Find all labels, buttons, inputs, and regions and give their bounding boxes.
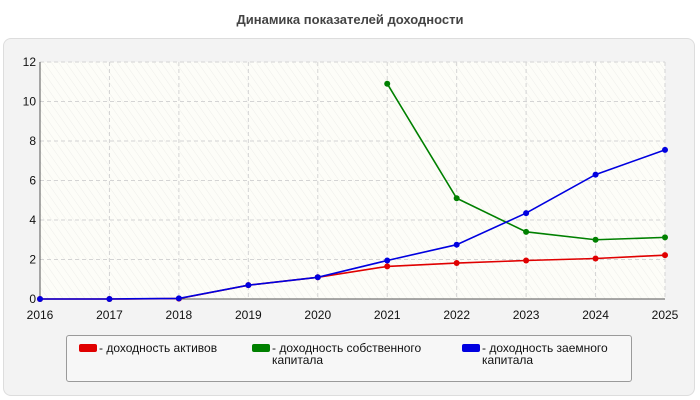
- series-point-1: [453, 195, 460, 202]
- x-tick-label: 2025: [652, 308, 679, 322]
- x-tick-label: 2022: [443, 308, 470, 322]
- legend-label-equity: - доходность собственного капитала: [272, 341, 422, 367]
- legend-swatch-equity: [252, 344, 270, 352]
- x-tick-label: 2021: [374, 308, 401, 322]
- legend-swatch-debt: [462, 344, 480, 352]
- series-point-2: [37, 296, 43, 302]
- x-tick-label: 2020: [304, 308, 331, 322]
- y-tick-label: 6: [29, 174, 36, 188]
- x-tick-label: 2017: [96, 308, 123, 322]
- chart-title: Динамика показателей доходности: [236, 12, 464, 27]
- series-point-2: [523, 210, 530, 217]
- y-tick-label: 2: [29, 253, 36, 267]
- chart-legend: - доходность активов - доходность собств…: [66, 335, 632, 382]
- x-tick-label: 2016: [27, 308, 54, 322]
- series-point-0: [662, 252, 668, 259]
- series-point-2: [175, 295, 182, 302]
- series-point-2: [314, 274, 321, 281]
- series-line-2: [40, 149, 666, 300]
- x-tick-label: 2024: [582, 308, 609, 322]
- series-point-0: [384, 263, 391, 270]
- series-point-0: [592, 255, 599, 262]
- legend-label-assets: - доходность активов: [99, 341, 218, 355]
- y-tick-label: 0: [29, 292, 36, 306]
- series-point-2: [106, 296, 113, 302]
- y-tick-label: 4: [29, 213, 36, 227]
- x-tick-label: 2018: [166, 308, 193, 322]
- y-tick-label: 10: [23, 95, 37, 109]
- series-point-2: [453, 241, 460, 248]
- series-point-2: [245, 282, 252, 289]
- legend-swatch-assets: [79, 344, 97, 352]
- y-tick-label: 8: [29, 134, 36, 148]
- series-point-1: [384, 80, 391, 87]
- series-point-1: [662, 234, 668, 241]
- legend-label-debt: - доходность заемного капитала: [482, 341, 608, 367]
- series-point-1: [592, 236, 599, 243]
- series-point-2: [662, 146, 668, 153]
- x-tick-label: 2019: [235, 308, 262, 322]
- series-point-0: [453, 260, 460, 267]
- series-point-2: [592, 171, 599, 178]
- series-point-1: [523, 228, 530, 235]
- y-tick-label: 12: [23, 55, 37, 69]
- x-tick-label: 2023: [513, 308, 540, 322]
- series-point-0: [523, 257, 530, 264]
- series-point-2: [384, 257, 391, 264]
